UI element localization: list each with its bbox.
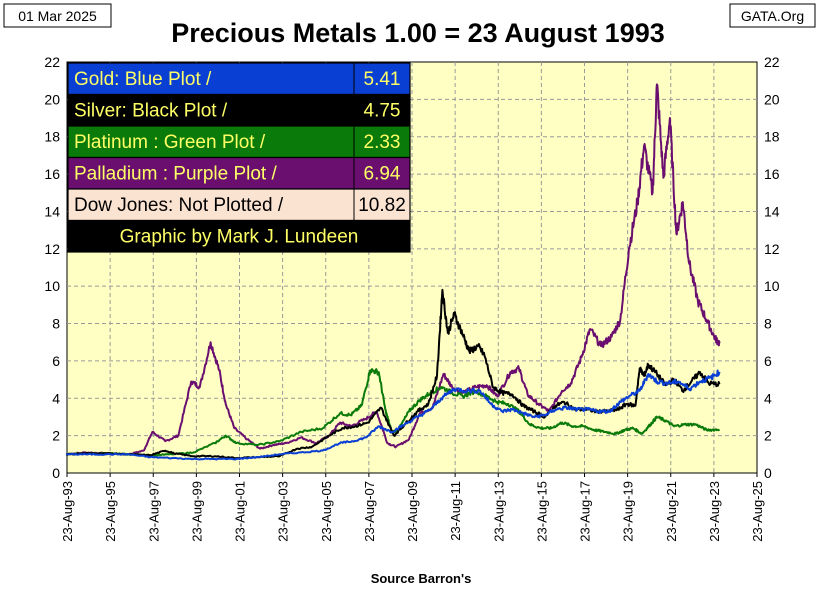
x-tick-label: 23-Aug-95 xyxy=(103,481,118,542)
series-lines xyxy=(65,83,721,461)
y-tick-label-right: 4 xyxy=(764,390,772,406)
x-axis-label: Source Barron's xyxy=(371,571,472,586)
x-tick-label: 23-Aug-99 xyxy=(189,481,204,542)
x-tick-label: 23-Aug-07 xyxy=(362,481,377,542)
y-tick-label-right: 0 xyxy=(764,465,772,481)
x-tick-label: 23-Aug-01 xyxy=(233,481,248,542)
y-tick-label-left: 22 xyxy=(44,54,60,70)
grid-lines xyxy=(67,62,757,473)
series-line-gold xyxy=(66,369,721,461)
x-tick-label: 23-Aug-17 xyxy=(578,481,593,542)
y-tick-label-right: 2 xyxy=(764,428,772,444)
x-tick-label: 23-Aug-25 xyxy=(750,481,765,542)
legend-row-1: Gold: Blue Plot / 5.41 xyxy=(67,62,411,96)
series-line-palladium xyxy=(66,83,721,456)
chart-title: Precious Metals 1.00 = 23 August 1993 xyxy=(171,18,665,48)
source-site-label: GATA.Org xyxy=(741,8,804,24)
y-tick-label-right: 18 xyxy=(764,129,780,145)
y-tick-label-left: 12 xyxy=(44,241,60,257)
y-tick-label-left: 4 xyxy=(52,390,60,406)
legend-value: 5.41 xyxy=(364,69,401,90)
x-tick-label: 23-Aug-97 xyxy=(146,481,161,542)
x-tick-label: 23-Aug-19 xyxy=(621,481,636,542)
x-tick-label: 23-Aug-11 xyxy=(448,481,463,541)
y-tick-label-right: 14 xyxy=(764,203,780,219)
legend-row-bg xyxy=(67,188,411,222)
legend-row-3: Platinum : Green Plot / 2.33 xyxy=(67,125,411,159)
y-tick-label-right: 8 xyxy=(764,316,772,332)
legend-value: 10.82 xyxy=(358,195,406,216)
legend: Gold: Blue Plot / 5.41 Silver: Black Plot … xyxy=(67,62,411,253)
legend-row-bg xyxy=(67,93,411,127)
date-box xyxy=(3,3,112,28)
x-tick-label: 23-Aug-15 xyxy=(534,481,549,542)
x-tick-label: 23-Aug-03 xyxy=(276,481,291,542)
legend-credit: Graphic by Mark J. Lundeen xyxy=(120,227,359,248)
y-tick-label-left: 16 xyxy=(44,166,60,182)
x-tick-label: 23-Aug-13 xyxy=(491,481,506,542)
legend-label: Palladium : Purple Plot / xyxy=(74,164,277,185)
y-tick-label-left: 18 xyxy=(44,129,60,145)
legend-label: Silver: Black Plot / xyxy=(74,101,228,122)
y-tick-label-right: 10 xyxy=(764,278,780,294)
x-tick-label: 23-Aug-05 xyxy=(319,481,334,542)
y-tick-label-left: 8 xyxy=(52,316,60,332)
x-tick-label: 23-Aug-93 xyxy=(60,481,75,542)
legend-value: 6.94 xyxy=(364,164,401,185)
legend-row-5: Dow Jones: Not Plotted / 10.82 xyxy=(67,188,411,222)
y-tick-label-right: 22 xyxy=(764,54,780,70)
legend-row-bg xyxy=(67,156,411,190)
legend-value: 4.75 xyxy=(364,101,401,122)
y-tick-label-right: 16 xyxy=(764,166,780,182)
x-tick-label: 23-Aug-21 xyxy=(664,481,679,542)
legend-value: 2.33 xyxy=(364,132,401,153)
y-tick-label-left: 14 xyxy=(44,203,60,219)
x-tick-label: 23-Aug-23 xyxy=(707,481,722,542)
legend-label: Gold: Blue Plot / xyxy=(74,69,212,90)
legend-row-2: Silver: Black Plot / 4.75 xyxy=(67,93,411,127)
legend-label: Dow Jones: Not Plotted / xyxy=(74,195,284,216)
legend-label: Platinum : Green Plot / xyxy=(74,132,266,153)
y-tick-label-left: 2 xyxy=(52,428,60,444)
legend-row-4: Palladium : Purple Plot / 6.94 xyxy=(67,156,411,190)
y-tick-label-left: 20 xyxy=(44,91,60,107)
y-tick-label-left: 0 xyxy=(52,465,60,481)
y-tick-label-right: 6 xyxy=(764,353,772,369)
legend-credit-bg xyxy=(67,219,411,253)
x-tick-label: 23-Aug-09 xyxy=(405,481,420,542)
y-tick-label-left: 10 xyxy=(44,278,60,294)
y-tick-label-right: 20 xyxy=(764,91,780,107)
source-site-box xyxy=(729,3,816,28)
y-tick-label-left: 6 xyxy=(52,353,60,369)
date-label: 01 Mar 2025 xyxy=(18,8,97,24)
y-tick-label-right: 12 xyxy=(764,241,780,257)
